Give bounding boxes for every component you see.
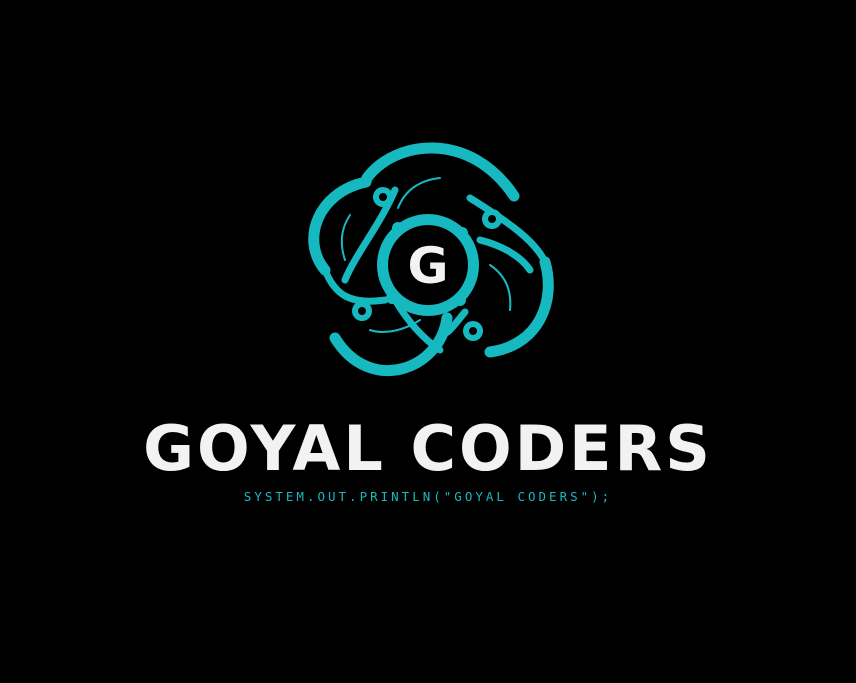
petal-left-icon	[308, 176, 372, 276]
brand-name: GOYAL CODERS	[143, 412, 713, 485]
petal-top-icon	[361, 142, 520, 202]
petal-right-icon	[484, 256, 554, 358]
petal-bottom-icon	[329, 312, 453, 376]
logo-monogram: G	[407, 237, 448, 295]
tagline: SYSTEM.OUT.PRINTLN("GOYAL CODERS");	[243, 489, 613, 504]
